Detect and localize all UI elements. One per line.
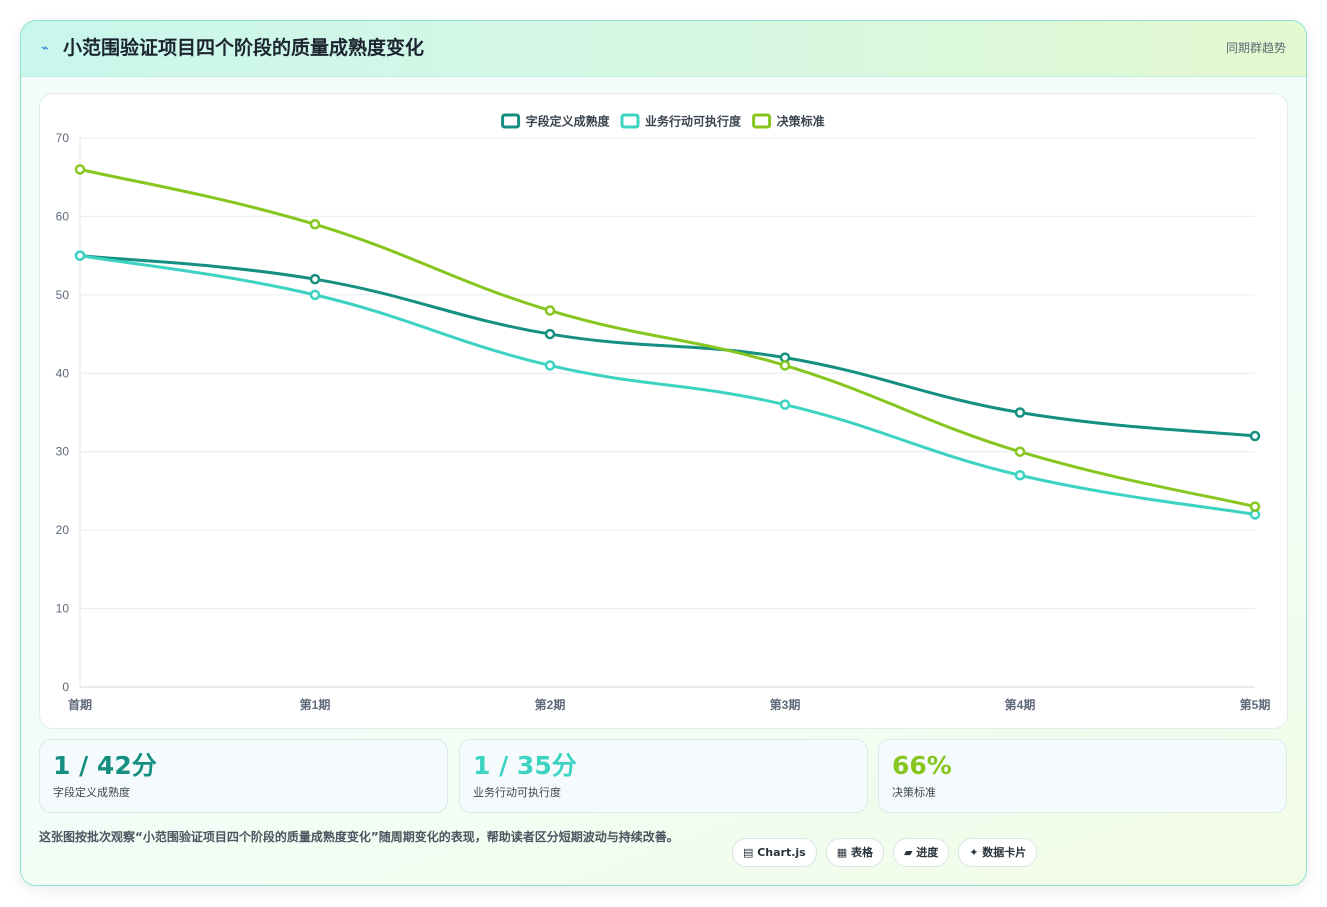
legend-label: 字段定义成熟度 xyxy=(526,114,611,129)
line-chart: 0 10 20 30 40 50 60 70 首期 第1期 第2期 第3期 第4期 第5期 字段定义成熟度 业… xyxy=(56,113,1271,712)
legend-label: 业务行动可执行度 xyxy=(645,114,742,129)
stat-value: 1 / 42分 xyxy=(53,751,157,780)
stat-label: 决策标准 xyxy=(892,786,936,799)
legend-swatch xyxy=(501,113,521,129)
x-tick-label: 第2期 xyxy=(535,697,566,712)
series-2-point xyxy=(309,289,321,301)
stat-value: 1 / 35分 xyxy=(473,751,577,780)
y-tick-label: 10 xyxy=(56,602,70,616)
stat-label: 字段定义成熟度 xyxy=(53,786,130,799)
x-tick-label: 首期 xyxy=(68,697,92,712)
series-3-point xyxy=(779,360,791,371)
series-line-1 xyxy=(79,254,1256,438)
x-tick-label: 第3期 xyxy=(770,697,801,712)
series-1-point xyxy=(1014,407,1026,418)
series-3-point xyxy=(1014,446,1026,457)
series-3-point xyxy=(74,164,86,175)
y-tick-label: 50 xyxy=(56,288,70,302)
y-tick-label: 40 xyxy=(56,366,70,380)
chart-panel: 0 10 20 30 40 50 60 70 首期 第1期 第2期 第3期 第4期 第5期 字段定义成熟度 业… xyxy=(39,93,1288,729)
legend-swatch xyxy=(752,113,772,129)
y-tick-label: 70 xyxy=(56,131,70,145)
series-3-point xyxy=(544,305,556,316)
chart-title-icon: ⌁ xyxy=(41,41,49,56)
series-2-point xyxy=(74,250,86,261)
chart-card: ⌁ 小范围验证项目四个阶段的质量成熟度变化 同期群趋势 0 10 20 30 40 50 6… xyxy=(20,20,1307,886)
card-header: ⌁ 小范围验证项目四个阶段的质量成熟度变化 同期群趋势 xyxy=(21,21,1306,77)
series-1-point xyxy=(309,273,321,285)
series-3-point xyxy=(1249,501,1261,512)
tag-table[interactable]: ▦ 表格 xyxy=(825,838,884,867)
feature-tags: ▤ Chart.js ▦ 表格 ▰ 进度 ✦ 数据卡片 xyxy=(732,838,1038,867)
stat-card-business-action: 1 / 35分 业务行动可执行度 xyxy=(459,739,868,813)
y-tick-label: 0 xyxy=(62,680,69,694)
tag-chartjs[interactable]: ▤ Chart.js xyxy=(732,838,817,867)
y-tick-label: 20 xyxy=(56,523,70,537)
stat-card-decision-standard: 66% 决策标准 xyxy=(878,739,1287,813)
x-tick-label: 第5期 xyxy=(1240,697,1271,712)
y-tick-label: 60 xyxy=(56,209,70,223)
series-1-point xyxy=(1249,430,1261,442)
stat-value: 66% xyxy=(892,751,952,780)
series-line-3 xyxy=(79,167,1256,509)
x-tick-label: 第1期 xyxy=(300,697,331,712)
stat-card-field-definition: 1 / 42分 字段定义成熟度 xyxy=(39,739,448,813)
series-line-2 xyxy=(79,254,1256,516)
page-title: 小范围验证项目四个阶段的质量成熟度变化 xyxy=(63,37,425,59)
series-1-point xyxy=(544,328,556,340)
legend-label: 决策标准 xyxy=(777,114,825,129)
series-3-point xyxy=(309,219,321,230)
x-tick-label: 第4期 xyxy=(1005,697,1036,712)
trend-type-label: 同期群趋势 xyxy=(1225,41,1286,55)
series-2-point xyxy=(779,399,791,410)
tag-data-card[interactable]: ✦ 数据卡片 xyxy=(958,838,1038,867)
series-2-point xyxy=(1014,469,1026,481)
chart-description: 这张图按批次观察“小范围验证项目四个阶段的质量成熟度变化”随周期变化的表现，帮助… xyxy=(39,830,679,844)
y-tick-label: 30 xyxy=(56,445,70,459)
series-2-point xyxy=(544,360,556,371)
tag-progress[interactable]: ▰ 进度 xyxy=(892,838,950,867)
stat-label: 业务行动可执行度 xyxy=(473,786,561,799)
legend-swatch xyxy=(620,113,640,129)
